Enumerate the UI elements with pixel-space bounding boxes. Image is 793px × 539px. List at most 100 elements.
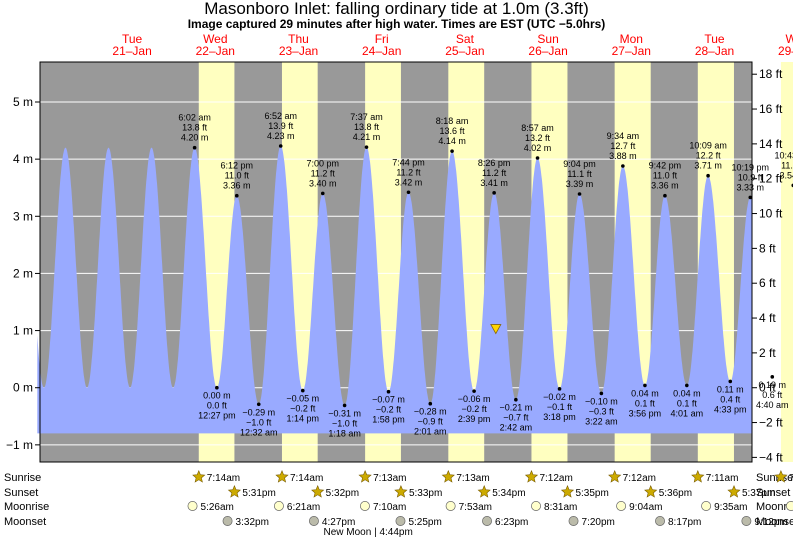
low-tide-time: 4:40 am bbox=[756, 400, 789, 410]
high-tide-m: 3.39 m bbox=[566, 179, 594, 189]
high-tide-time: 6:02 am bbox=[178, 113, 211, 123]
high-tide-ft: 11.1 ft bbox=[567, 169, 592, 179]
moonset-icon bbox=[482, 516, 492, 526]
high-tide-ft: 11.2 ft bbox=[482, 168, 507, 178]
sunset-icon bbox=[311, 485, 325, 498]
moonset-time: 8:17pm bbox=[668, 517, 701, 528]
chart-title: Masonboro Inlet: falling ordinary tide a… bbox=[204, 0, 589, 18]
high-tide-time: 10:43 am bbox=[774, 150, 793, 160]
low-tide-ft: −0.1 ft bbox=[547, 402, 573, 412]
sunrise-icon bbox=[275, 470, 289, 483]
low-tide-m: 0.04 m bbox=[673, 388, 701, 398]
high-tide-point bbox=[278, 144, 283, 148]
low-tide-point bbox=[300, 388, 305, 393]
moonrise-time: 8:31am bbox=[544, 502, 577, 513]
high-tide-m: 3.54 m bbox=[779, 170, 793, 180]
high-tide-time: 7:37 am bbox=[350, 112, 383, 122]
sunset-time: 5:37pm bbox=[742, 488, 775, 499]
plot-border bbox=[39, 61, 753, 463]
high-tide-point bbox=[234, 193, 239, 198]
right-axis-tick-label: 8 ft bbox=[759, 241, 776, 255]
high-tide-ft: 13.8 ft bbox=[182, 123, 208, 133]
right-axis-tick-label: 18 ft bbox=[759, 67, 783, 81]
high-tide-m: 4.14 m bbox=[438, 136, 466, 146]
right-axis-tick-label: −2 ft bbox=[759, 416, 783, 430]
high-tide-ft: 12.7 ft bbox=[610, 141, 636, 151]
day-weekday-label: Fri bbox=[375, 32, 389, 46]
moonrise-time: 5:26am bbox=[201, 502, 234, 513]
moonrise-time: 9:35am bbox=[714, 502, 747, 513]
almanac-row-label-left: Sunset bbox=[4, 487, 38, 499]
day-labels: Tue21–JanWed22–JanThu23–JanFri24–JanSat2… bbox=[112, 32, 793, 58]
high-tide-m: 4.21 m bbox=[353, 132, 381, 142]
tide-curve bbox=[37, 146, 752, 434]
low-tide-ft: −0.2 ft bbox=[290, 404, 316, 414]
sunset-time: 5:35pm bbox=[575, 488, 608, 499]
almanac-row-label-right: Sunrise bbox=[756, 472, 793, 484]
right-axis-tick-label: 12 ft bbox=[759, 172, 783, 186]
high-tide-point bbox=[450, 149, 454, 153]
high-tide-time: 8:26 pm bbox=[478, 158, 511, 168]
moonset-time: 7:20pm bbox=[582, 517, 615, 528]
high-tide-m: 3.41 m bbox=[480, 178, 508, 188]
moonrise-icon bbox=[616, 501, 627, 511]
sunset-time: 5:32pm bbox=[326, 488, 359, 499]
moon-phase-label: New Moon | 4:44pm bbox=[324, 527, 413, 538]
high-tide-m: 3.36 m bbox=[651, 181, 679, 191]
high-tide-ft: 11.2 ft bbox=[396, 167, 421, 177]
low-tide-ft: −0.2 ft bbox=[461, 404, 487, 414]
high-tide-time: 10:09 am bbox=[689, 141, 727, 151]
low-tide-ft: −0.3 ft bbox=[589, 406, 615, 416]
day-date-label: 29–Jan bbox=[778, 44, 793, 58]
almanac-row-label-left: Moonset bbox=[4, 516, 46, 528]
high-tide-point bbox=[364, 145, 369, 149]
low-tide-ft: 0.1 ft bbox=[677, 398, 698, 408]
moonset-icon bbox=[308, 516, 319, 526]
day-weekday-label: Wed bbox=[785, 32, 793, 46]
sunrise-time: 7:13am bbox=[456, 473, 489, 484]
high-tide-ft: 13.8 ft bbox=[354, 122, 380, 132]
low-tide-time: 2:42 am bbox=[500, 423, 533, 433]
sunrise-icon bbox=[524, 470, 539, 483]
high-tide-ft: 10.9 ft bbox=[738, 172, 764, 182]
low-tide-time: 3:18 pm bbox=[543, 412, 576, 422]
sunset-time: 5:36pm bbox=[659, 488, 692, 499]
low-tide-point bbox=[599, 391, 604, 396]
high-tide-ft: 11.2 ft bbox=[311, 168, 336, 178]
sunrise-time: 7:11am bbox=[706, 473, 739, 484]
right-axis-tick-label: 14 ft bbox=[759, 137, 783, 151]
day-weekday-label: Mon bbox=[620, 32, 643, 46]
low-tide-m: −0.07 m bbox=[372, 395, 405, 405]
moonrise-time: 9:04am bbox=[629, 502, 662, 513]
high-tide-ft: 13.6 ft bbox=[440, 126, 466, 136]
left-axis-tick-label: 2 m bbox=[13, 266, 33, 280]
high-tide-ft: 11.0 ft bbox=[653, 171, 678, 181]
moonrise-icon bbox=[359, 501, 370, 511]
left-axis-tick-label: 3 m bbox=[13, 209, 33, 223]
low-tide-time: 1:58 pm bbox=[372, 415, 405, 425]
low-tide-m: −0.06 m bbox=[458, 394, 491, 404]
day-weekday-label: Wed bbox=[203, 32, 227, 46]
low-tide-point bbox=[557, 387, 562, 391]
high-tide-time: 9:34 am bbox=[607, 131, 640, 141]
sunrise-icon bbox=[608, 470, 622, 483]
moonset-icon bbox=[655, 516, 665, 526]
low-tide-m: −0.31 m bbox=[328, 408, 361, 418]
day-weekday-label: Sun bbox=[537, 32, 558, 46]
high-tide-point bbox=[748, 195, 753, 200]
low-tide-time: 1:18 am bbox=[328, 428, 361, 438]
low-tide-time: 3:22 am bbox=[585, 416, 618, 426]
high-tide-time: 7:44 pm bbox=[392, 157, 425, 167]
high-tide-m: 3.36 m bbox=[223, 181, 251, 191]
high-tide-point bbox=[406, 190, 411, 195]
daylight-band bbox=[780, 62, 793, 462]
sunset-icon bbox=[477, 485, 491, 498]
high-tide-point bbox=[192, 145, 197, 150]
moonrise-icon bbox=[187, 501, 198, 511]
day-date-label: 27–Jan bbox=[612, 44, 651, 58]
sunrise-icon bbox=[774, 470, 788, 483]
left-axis-tick-label: 0 m bbox=[13, 381, 33, 395]
low-tide-time: 1:14 pm bbox=[287, 414, 320, 424]
